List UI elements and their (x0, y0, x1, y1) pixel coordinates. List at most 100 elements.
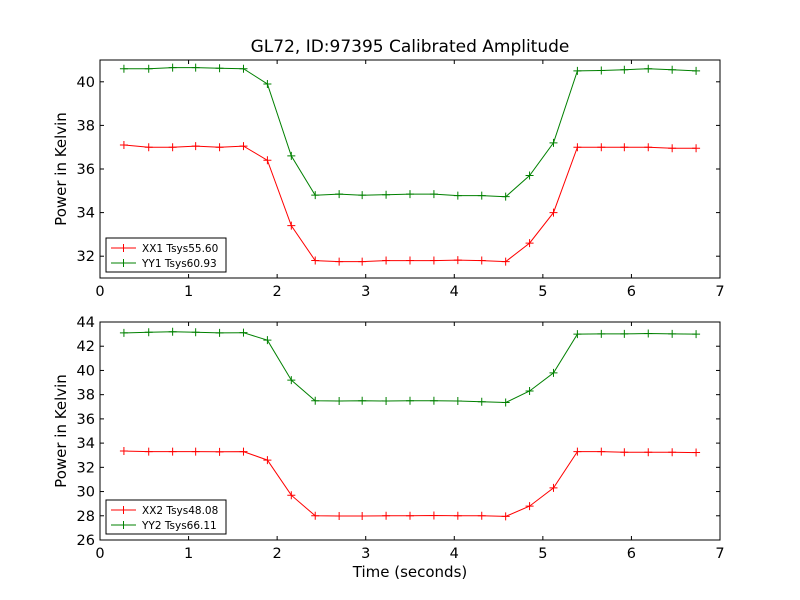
x-tick-label: 7 (715, 284, 724, 300)
y-tick-label: 30 (77, 485, 95, 501)
data-point (335, 396, 344, 405)
data-point (668, 448, 677, 457)
series-1 (119, 446, 701, 521)
y-tick-label: 42 (77, 339, 95, 355)
data-point (358, 257, 367, 266)
data-point (263, 79, 272, 88)
data-point (144, 328, 153, 337)
y-tick-label: 44 (77, 315, 95, 331)
x-tick-label: 6 (627, 546, 636, 562)
data-point (358, 396, 367, 405)
x-tick-label: 0 (95, 284, 104, 300)
data-point (692, 66, 701, 75)
data-point (263, 456, 272, 465)
data-point (573, 66, 582, 75)
data-point (597, 447, 606, 456)
data-point (597, 143, 606, 152)
data-point (358, 512, 367, 521)
data-point (191, 142, 200, 151)
data-point (429, 511, 438, 520)
x-axis-label: Time (seconds) (352, 563, 468, 581)
series-2 (119, 327, 701, 407)
data-point (215, 328, 224, 337)
data-point (287, 221, 296, 230)
data-point (453, 511, 462, 520)
y-tick-label: 28 (77, 509, 95, 525)
data-point (620, 143, 629, 152)
data-point (168, 447, 177, 456)
x-tick-label: 1 (184, 546, 193, 562)
data-point (382, 190, 391, 199)
data-point (335, 512, 344, 521)
data-point (597, 66, 606, 75)
y-axis-label: Power in Kelvin (52, 374, 70, 488)
data-point (573, 447, 582, 456)
x-tick-label: 3 (361, 284, 370, 300)
data-point (597, 329, 606, 338)
data-point (501, 398, 510, 407)
data-point (263, 156, 272, 165)
data-point (477, 397, 486, 406)
data-point (429, 190, 438, 199)
data-point (311, 191, 320, 200)
legend-marker (119, 259, 128, 267)
data-point (429, 396, 438, 405)
data-point (501, 257, 510, 266)
data-point (287, 376, 296, 385)
data-point (191, 63, 200, 72)
data-point (453, 191, 462, 200)
x-tick-label: 4 (450, 546, 459, 562)
data-point (549, 368, 558, 377)
y-tick-label: 34 (77, 206, 95, 222)
data-point (620, 329, 629, 338)
data-point (168, 143, 177, 152)
data-point (335, 257, 344, 266)
legend-box (105, 499, 227, 535)
data-point (311, 396, 320, 405)
data-point (644, 329, 653, 338)
data-point (668, 65, 677, 74)
x-tick-label: 4 (450, 284, 459, 300)
data-point (191, 328, 200, 337)
data-point (119, 328, 128, 337)
data-point (239, 142, 248, 151)
data-point (525, 387, 534, 396)
data-point (144, 447, 153, 456)
x-tick-label: 5 (538, 546, 547, 562)
data-point (501, 192, 510, 201)
data-point (525, 171, 534, 180)
legend-marker (119, 521, 128, 529)
x-tick-label: 6 (627, 284, 636, 300)
data-point (477, 256, 486, 265)
data-point (573, 330, 582, 339)
y-tick-label: 38 (77, 388, 95, 404)
data-point (358, 191, 367, 200)
data-point (644, 143, 653, 152)
data-point (406, 190, 414, 199)
data-point (549, 483, 558, 492)
legend-box (105, 237, 227, 273)
x-tick-label: 2 (273, 284, 282, 300)
x-tick-label: 1 (184, 284, 193, 300)
legend: XX1 Tsys55.60 YY1 Tsys60.93 (105, 237, 227, 273)
data-point (119, 64, 128, 73)
data-point (311, 256, 320, 265)
data-point (644, 448, 653, 457)
legend: XX2 Tsys48.08 YY2 Tsys66.11 (105, 499, 227, 535)
y-axis-label: Power in Kelvin (52, 112, 70, 226)
legend-marker (119, 506, 128, 514)
data-point (144, 143, 153, 152)
data-point (406, 256, 414, 265)
data-point (573, 143, 582, 152)
legend-label: XX2 Tsys48.08 (142, 505, 218, 517)
data-point (692, 144, 701, 153)
data-point (644, 64, 653, 73)
x-tick-label: 2 (273, 546, 282, 562)
data-point (692, 330, 701, 339)
y-tick-label: 36 (77, 162, 95, 178)
data-point (239, 328, 248, 337)
y-tick-label: 40 (77, 75, 95, 91)
data-point (335, 190, 344, 199)
